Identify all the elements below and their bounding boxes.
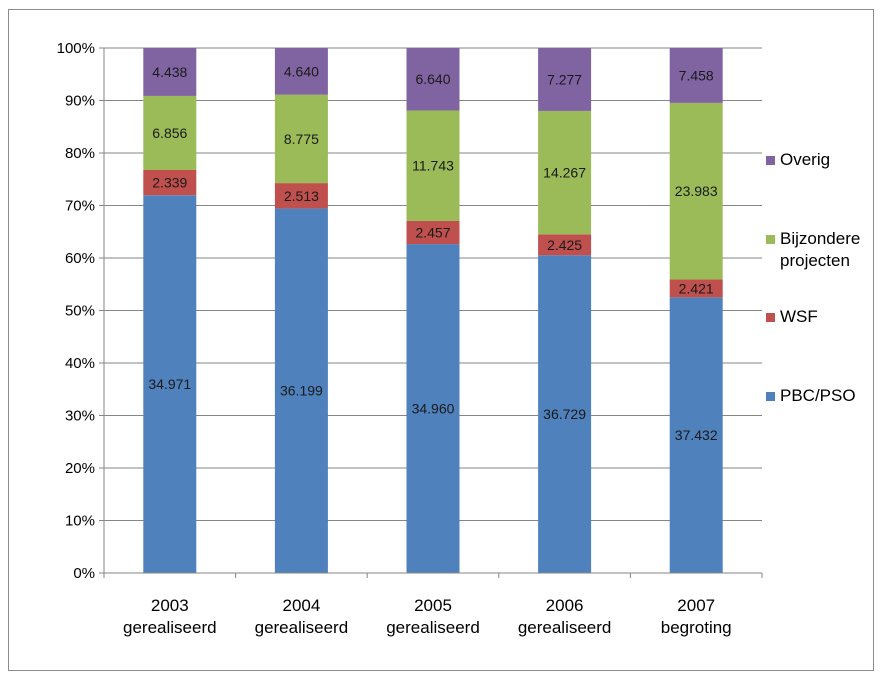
legend-label: Overig <box>780 150 830 169</box>
data-label: 2.339 <box>152 175 187 191</box>
chart-frame: 34.971 2.339 6.856 4.438 36.199 2.513 8.775 4.6… <box>8 9 874 671</box>
legend-label: projecten <box>780 251 850 270</box>
legend-swatch-bijzondere-projecten <box>766 235 775 244</box>
bar-segment-wsf-2004 <box>274 183 328 209</box>
bar-segment-bijzondere-projecten-2005 <box>406 110 460 221</box>
data-label: 4.438 <box>152 64 187 80</box>
bar-segment-pbc-pso-2007 <box>669 297 723 573</box>
x-category-label: 2003 <box>151 596 189 615</box>
legend-label: Bijzondere <box>780 229 860 248</box>
data-label: 23.983 <box>675 183 718 199</box>
bar-segment-wsf-2007 <box>669 279 723 298</box>
x-category-label: gerealiseerd <box>255 618 349 637</box>
bar-segment-bijzondere-projecten-2003 <box>143 95 197 170</box>
legend-swatch-wsf <box>766 313 775 322</box>
bar-segment-overig-2007 <box>669 48 723 103</box>
bar-segment-pbc-pso-2006 <box>538 255 592 573</box>
y-tick-label: 40% <box>65 355 95 372</box>
x-category-label: 2006 <box>546 596 584 615</box>
bar-segment-overig-2005 <box>406 48 460 111</box>
data-label: 37.432 <box>675 427 718 443</box>
x-category-label: 2005 <box>414 596 452 615</box>
bar-segment-wsf-2006 <box>538 234 592 256</box>
y-tick-label: 90% <box>65 93 95 110</box>
legend: Overig Bijzondere projecten WSF PBC/PSO <box>766 150 860 405</box>
data-label: 8.775 <box>284 131 319 147</box>
y-tick-label: 80% <box>65 145 95 162</box>
legend-label: PBC/PSO <box>780 386 856 405</box>
x-category-label: gerealiseerd <box>123 618 217 637</box>
data-label: 36.729 <box>543 406 586 422</box>
data-label: 4.640 <box>284 63 319 79</box>
bar-segment-bijzondere-projecten-2006 <box>538 110 592 235</box>
legend-label: WSF <box>780 307 818 326</box>
data-label: 2.425 <box>547 237 582 253</box>
y-tick-label: 60% <box>65 250 95 267</box>
legend-swatch-overig <box>766 156 775 165</box>
x-category-label: begroting <box>661 618 732 637</box>
bar-segment-wsf-2003 <box>143 169 197 196</box>
x-category-label: gerealiseerd <box>386 618 480 637</box>
bars: 34.971 2.339 6.856 4.438 36.199 2.513 8.775 4.6… <box>143 48 723 574</box>
bar-segment-overig-2003 <box>143 48 197 96</box>
data-label: 34.971 <box>148 376 191 392</box>
x-category-label: gerealiseerd <box>518 618 612 637</box>
data-label: 14.267 <box>543 165 586 181</box>
y-tick-label: 30% <box>65 408 95 425</box>
x-category-label: 2007 <box>677 596 715 615</box>
bar-segment-pbc-pso-2005 <box>406 244 460 574</box>
y-tick-label: 10% <box>65 513 95 530</box>
data-label: 2.421 <box>679 280 714 296</box>
bar-segment-wsf-2005 <box>406 220 460 245</box>
bar-segment-pbc-pso-2003 <box>143 195 197 573</box>
data-label: 34.960 <box>412 401 455 417</box>
axes: 0% 10% 20% 30% 40% 50% 60% 70% 80% 90% 100% 2003 ger… <box>57 40 763 637</box>
stacked-bar-chart: 34.971 2.339 6.856 4.438 36.199 2.513 8.775 4.6… <box>57 40 861 637</box>
bar-segment-bijzondere-projecten-2007 <box>669 102 723 280</box>
y-tick-label: 50% <box>65 303 95 320</box>
bar-segment-overig-2006 <box>538 48 592 111</box>
data-label: 11.743 <box>412 158 454 174</box>
legend-swatch-pbc-pso <box>766 392 775 401</box>
x-category-label: 2004 <box>282 596 320 615</box>
data-label: 2.513 <box>284 188 319 204</box>
bar-segment-pbc-pso-2004 <box>274 208 328 573</box>
y-tick-label: 100% <box>57 40 95 57</box>
data-label: 6.640 <box>415 71 450 87</box>
data-label: 7.458 <box>679 67 714 83</box>
bar-segment-bijzondere-projecten-2004 <box>274 94 328 184</box>
data-label: 36.199 <box>280 383 323 399</box>
y-tick-label: 20% <box>65 460 95 477</box>
data-label: 6.856 <box>152 125 187 141</box>
y-tick-label: 0% <box>73 565 95 582</box>
data-label: 2.457 <box>415 225 450 241</box>
bar-segment-overig-2004 <box>274 48 328 95</box>
data-label: 7.277 <box>547 71 582 87</box>
y-tick-label: 70% <box>65 198 95 215</box>
